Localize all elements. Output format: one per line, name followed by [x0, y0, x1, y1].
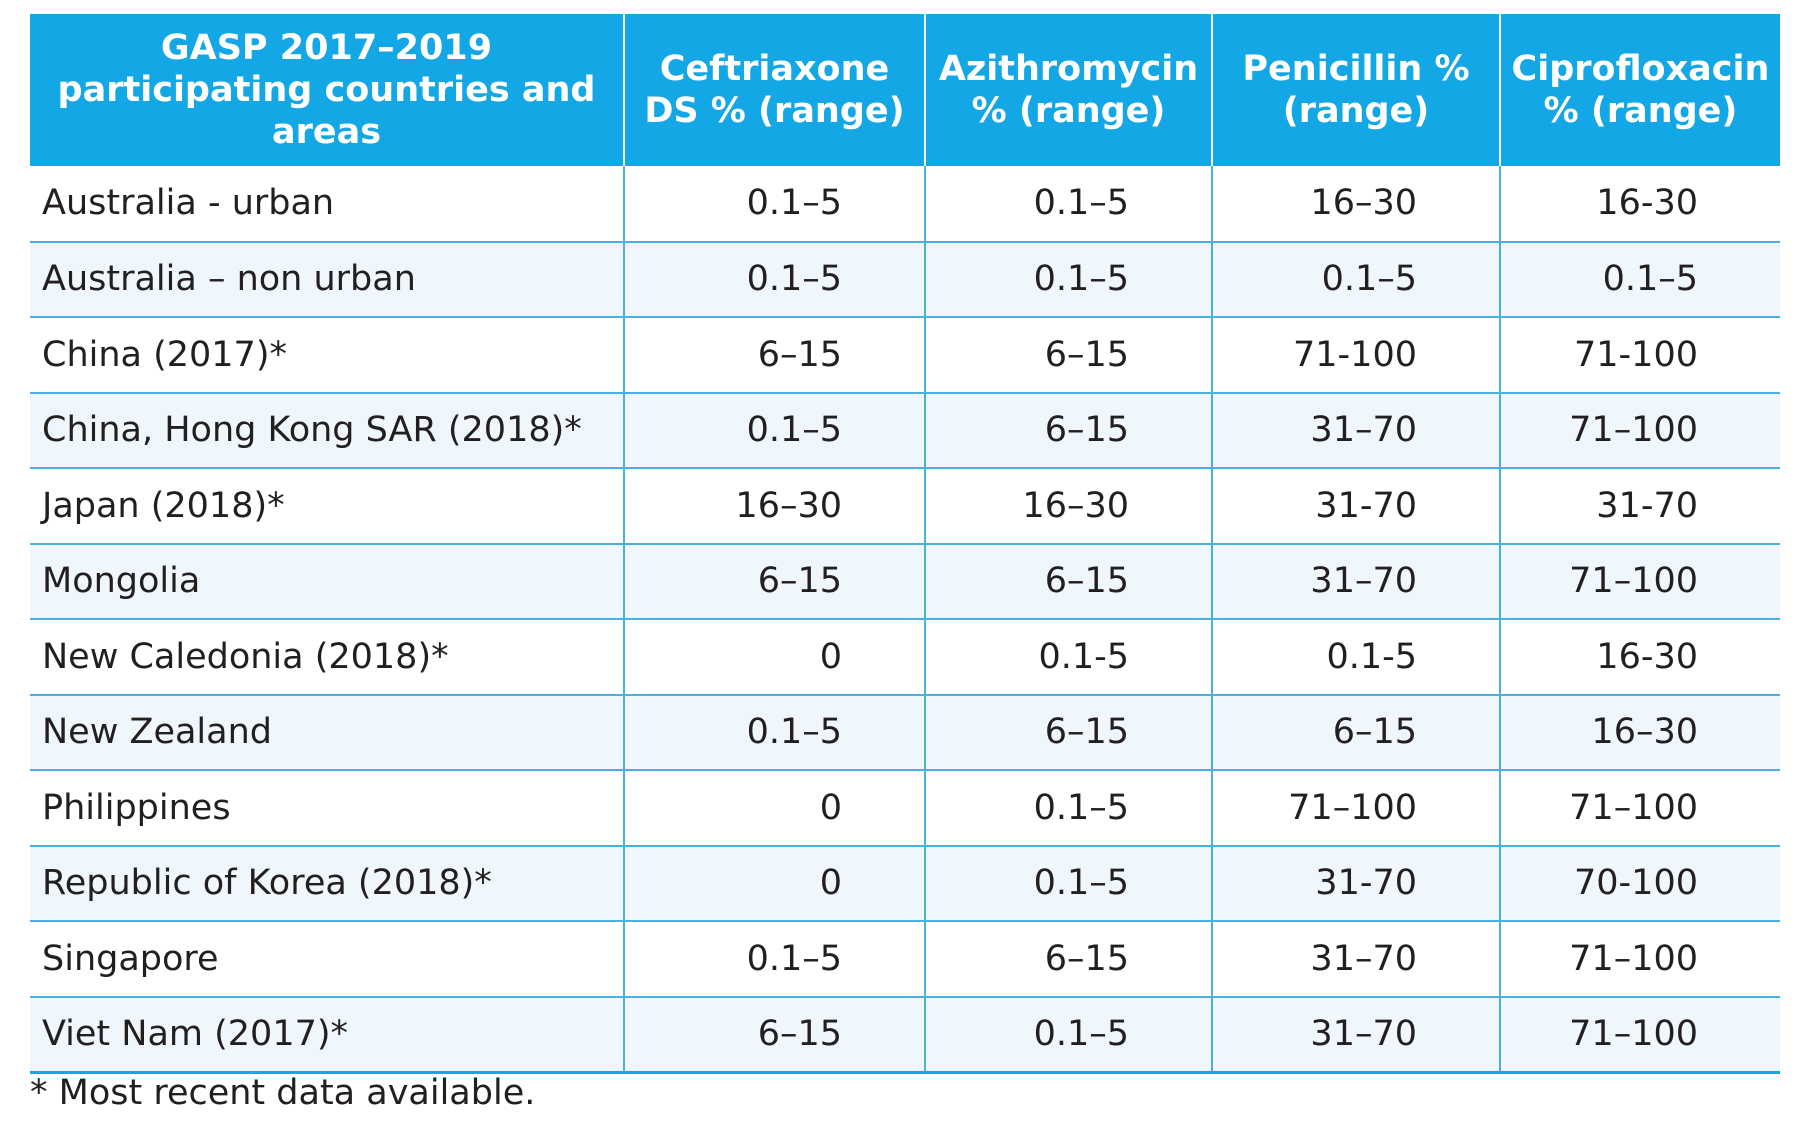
- country-cell: Philippines: [30, 770, 625, 847]
- table-row: Singapore 0.1–5 6–15 31–70 71–100: [30, 921, 1780, 998]
- penicillin-cell: 31–70: [1212, 921, 1501, 998]
- penicillin-cell: 71–100: [1212, 770, 1501, 847]
- azithromycin-cell: 0.1–5: [925, 845, 1213, 922]
- table-row: Philippines 0 0.1–5 71–100 71–100: [30, 770, 1780, 847]
- ceftriaxone-cell: 6–15: [624, 317, 926, 394]
- penicillin-cell: 0.1-5: [1212, 619, 1501, 696]
- country-cell: Australia – non urban: [30, 241, 625, 318]
- country-cell: Republic of Korea (2018)*: [30, 845, 625, 922]
- table-row: Mongolia 6–15 6–15 31–70 71–100: [30, 543, 1780, 620]
- ceftriaxone-cell: 6–15: [624, 996, 926, 1074]
- azithromycin-cell: 0.1–5: [925, 241, 1213, 318]
- table-body: Australia - urban 0.1–5 0.1–5 16–30 16-3…: [30, 166, 1780, 1074]
- ceftriaxone-cell: 0.1–5: [624, 921, 926, 998]
- resistance-table: GASP 2017–2019 participating countries a…: [30, 14, 1780, 1074]
- azithromycin-cell: 6–15: [925, 694, 1213, 771]
- ciprofloxacin-cell: 70-100: [1500, 845, 1780, 922]
- country-cell: China (2017)*: [30, 317, 625, 394]
- azithromycin-cell: 0.1-5: [925, 619, 1213, 696]
- country-cell: Japan (2018)*: [30, 468, 625, 545]
- country-cell: Singapore: [30, 921, 625, 998]
- azithromycin-cell: 0.1–5: [925, 770, 1213, 847]
- table-row: China, Hong Kong SAR (2018)* 0.1–5 6–15 …: [30, 392, 1780, 469]
- country-cell: Viet Nam (2017)*: [30, 996, 625, 1074]
- penicillin-cell: 16–30: [1212, 166, 1501, 243]
- ciprofloxacin-cell: 16-30: [1500, 619, 1780, 696]
- country-cell: China, Hong Kong SAR (2018)*: [30, 392, 625, 469]
- penicillin-cell: 0.1–5: [1212, 241, 1501, 318]
- penicillin-cell: 31-70: [1212, 468, 1501, 545]
- ciprofloxacin-cell: 16-30: [1500, 166, 1780, 243]
- table-row: Republic of Korea (2018)* 0 0.1–5 31-70 …: [30, 845, 1780, 922]
- ciprofloxacin-cell: 16–30: [1500, 694, 1780, 771]
- country-cell: Mongolia: [30, 543, 625, 620]
- ceftriaxone-cell: 0.1–5: [624, 241, 926, 318]
- header-ciprofloxacin: Ciprofloxacin % (range): [1500, 14, 1780, 166]
- azithromycin-cell: 6–15: [925, 317, 1213, 394]
- table-row: New Caledonia (2018)* 0 0.1-5 0.1-5 16-3…: [30, 619, 1780, 696]
- penicillin-cell: 31–70: [1212, 392, 1501, 469]
- ceftriaxone-cell: 16–30: [624, 468, 926, 545]
- header-ceftriaxone: Ceftriaxone DS % (range): [624, 14, 926, 166]
- header-azithromycin: Azithromycin % (range): [925, 14, 1213, 166]
- ciprofloxacin-cell: 71–100: [1500, 392, 1780, 469]
- azithromycin-cell: 0.1–5: [925, 996, 1213, 1074]
- azithromycin-cell: 16–30: [925, 468, 1213, 545]
- ceftriaxone-cell: 0.1–5: [624, 392, 926, 469]
- header-countries: GASP 2017–2019 participating countries a…: [30, 14, 625, 166]
- country-cell: New Caledonia (2018)*: [30, 619, 625, 696]
- ceftriaxone-cell: 0.1–5: [624, 694, 926, 771]
- country-cell: New Zealand: [30, 694, 625, 771]
- ceftriaxone-cell: 6–15: [624, 543, 926, 620]
- table-row: Japan (2018)* 16–30 16–30 31-70 31-70: [30, 468, 1780, 545]
- azithromycin-cell: 6–15: [925, 921, 1213, 998]
- ciprofloxacin-cell: 71–100: [1500, 543, 1780, 620]
- ceftriaxone-cell: 0: [624, 770, 926, 847]
- footnote: * Most recent data available.: [30, 1073, 536, 1113]
- ciprofloxacin-cell: 71–100: [1500, 770, 1780, 847]
- penicillin-cell: 31–70: [1212, 996, 1501, 1074]
- ciprofloxacin-cell: 0.1–5: [1500, 241, 1780, 318]
- table-row: Australia - urban 0.1–5 0.1–5 16–30 16-3…: [30, 166, 1780, 243]
- ciprofloxacin-cell: 31-70: [1500, 468, 1780, 545]
- azithromycin-cell: 0.1–5: [925, 166, 1213, 243]
- table-row: China (2017)* 6–15 6–15 71-100 71-100: [30, 317, 1780, 394]
- header-row: GASP 2017–2019 participating countries a…: [30, 14, 1780, 166]
- ceftriaxone-cell: 0.1–5: [624, 166, 926, 243]
- ceftriaxone-cell: 0: [624, 845, 926, 922]
- ceftriaxone-cell: 0: [624, 619, 926, 696]
- ciprofloxacin-cell: 71–100: [1500, 921, 1780, 998]
- penicillin-cell: 31-70: [1212, 845, 1501, 922]
- resistance-table-container: GASP 2017–2019 participating countries a…: [30, 14, 1780, 1074]
- ciprofloxacin-cell: 71-100: [1500, 317, 1780, 394]
- azithromycin-cell: 6–15: [925, 392, 1213, 469]
- penicillin-cell: 31–70: [1212, 543, 1501, 620]
- table-row: New Zealand 0.1–5 6–15 6–15 16–30: [30, 694, 1780, 771]
- table-row: Viet Nam (2017)* 6–15 0.1–5 31–70 71–100: [30, 996, 1780, 1074]
- penicillin-cell: 6–15: [1212, 694, 1501, 771]
- table-row: Australia – non urban 0.1–5 0.1–5 0.1–5 …: [30, 241, 1780, 318]
- azithromycin-cell: 6–15: [925, 543, 1213, 620]
- country-cell: Australia - urban: [30, 166, 625, 243]
- penicillin-cell: 71-100: [1212, 317, 1501, 394]
- ciprofloxacin-cell: 71–100: [1500, 996, 1780, 1074]
- header-penicillin: Penicillin % (range): [1212, 14, 1501, 166]
- table-header: GASP 2017–2019 participating countries a…: [30, 14, 1780, 166]
